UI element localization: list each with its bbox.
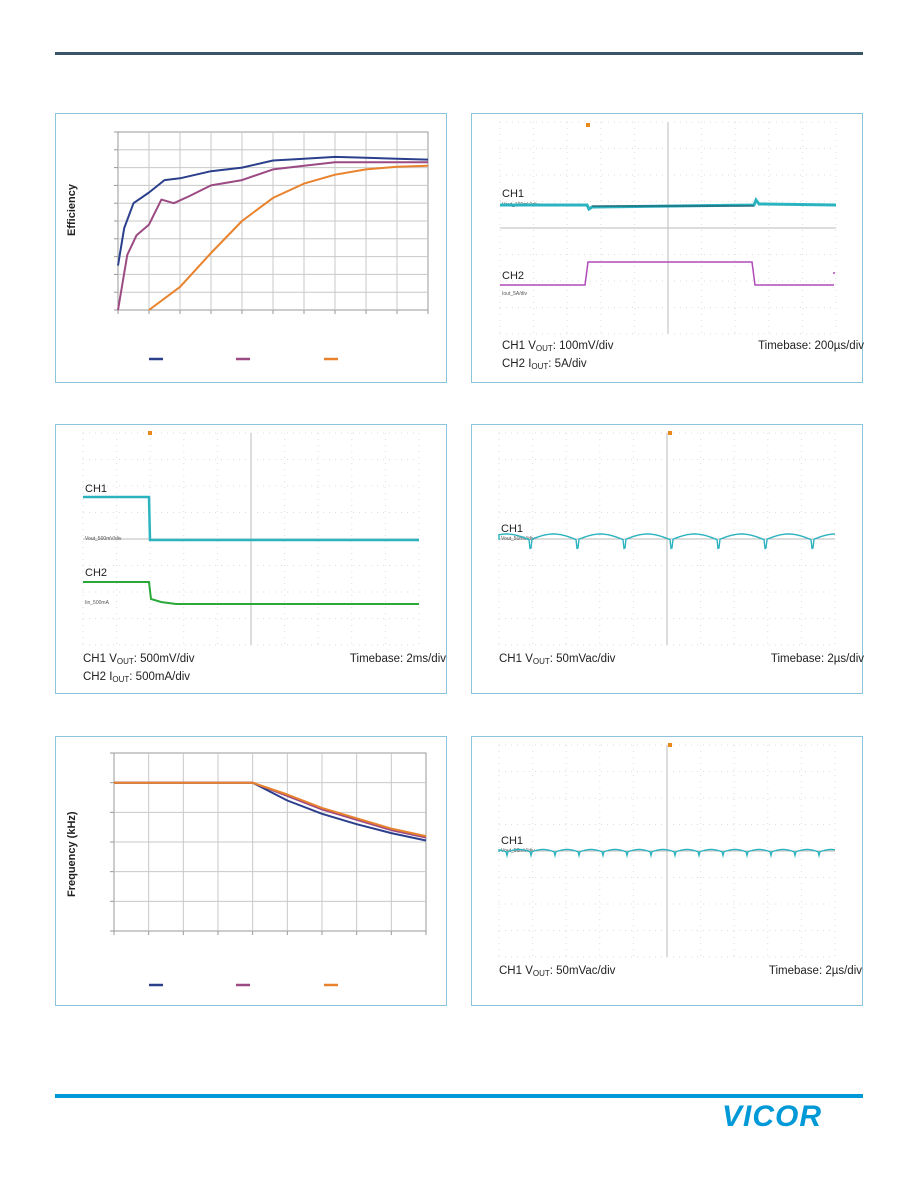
ch1-scale-caption: CH1 VOUT: 500mV/div	[83, 653, 195, 666]
ch1-trace	[498, 533, 835, 550]
ch2-label: CH2	[502, 270, 524, 282]
frequency-y-axis-label: Frequency (kHz)	[66, 811, 78, 897]
ripple-scope-panel-2: CH1 Vout_50mV/div CH1 VOUT: 50mVac/div Ti…	[471, 736, 863, 1006]
load-transient-scope-panel: CH1 Vout_100mV/div CH2 Iout_5A/div CH1 VOUT…	[471, 113, 864, 383]
ch1-scale-tag: Vout_50mV/div	[501, 848, 535, 854]
ch1-label: CH1	[501, 523, 523, 535]
header-rule	[55, 52, 863, 55]
ch1-label: CH1	[501, 835, 523, 847]
ch2-scale-tag: Iout_5A/div	[502, 291, 528, 297]
series-line-3	[114, 781, 427, 838]
scope-display: CH1 Vout_500mV/div CH2 Iin_500mA	[82, 431, 420, 646]
footer-rule	[55, 1094, 863, 1098]
timebase-caption: Timebase: 2µs/div	[770, 653, 864, 665]
ch1-trace	[498, 848, 836, 859]
ch2-label: CH2	[85, 567, 107, 579]
ch2-trace	[83, 581, 419, 605]
efficiency-y-axis-label: Efficiency	[66, 184, 78, 236]
series-line-2	[117, 161, 428, 311]
trigger-marker	[668, 743, 672, 747]
ch2-scale-caption: CH2 IOUT: 500mA/div	[83, 671, 191, 684]
ch1-label: CH1	[85, 483, 107, 495]
efficiency-chart-panel: Efficiency	[55, 113, 447, 383]
timebase-caption: Timebase: 200µs/div	[758, 340, 864, 352]
ch2-scale-caption: CH2 IOUT: 5A/div	[502, 358, 587, 371]
ripple-scope-panel: CH1 Vout_50mV/div CH1 VOUT: 50mVac/div Ti…	[471, 424, 864, 694]
ch1-scale-caption: CH1 VOUT: 50mVac/div	[499, 965, 616, 978]
trigger-marker	[668, 431, 672, 435]
startup-scope-panel: CH1 Vout_500mV/div CH2 Iin_500mA CH1 VOUT: …	[55, 424, 447, 694]
ch1-label: CH1	[502, 188, 524, 200]
timebase-caption: Timebase: 2µs/div	[768, 965, 862, 977]
vicor-logo: VICOR	[722, 1100, 864, 1133]
series-line-3	[148, 164, 429, 311]
timebase-caption: Timebase: 2ms/div	[349, 653, 446, 665]
trigger-marker	[586, 123, 590, 127]
ch1-scale-caption: CH1 VOUT: 100mV/div	[502, 340, 614, 353]
frequency-chart-panel: Frequency (kHz)	[55, 736, 447, 1006]
frequency-chart	[110, 752, 427, 987]
ch1-scale-tag: Vout_50mV/div	[501, 536, 535, 542]
ch1-scale-caption: CH1 VOUT: 50mVac/div	[499, 653, 616, 666]
logo-text: VICOR	[722, 1100, 822, 1130]
ch2-scale-tag: Iin_500mA	[85, 600, 110, 606]
efficiency-chart	[114, 131, 429, 361]
ch1-trace	[83, 495, 419, 542]
trigger-marker	[148, 431, 152, 435]
ch1-scale-tag: Vout_500mV/div	[85, 536, 122, 542]
series-line-1	[117, 155, 429, 266]
ch2-trace	[500, 261, 835, 286]
